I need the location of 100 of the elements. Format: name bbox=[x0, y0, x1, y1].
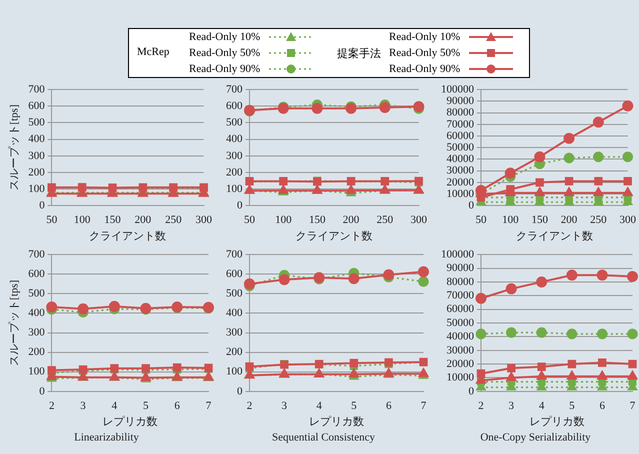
x-tick-label: 150 bbox=[531, 214, 548, 226]
x-tick-label: 6 bbox=[386, 400, 392, 412]
x-tick-label: 5 bbox=[351, 400, 358, 412]
x-tick-label: 2 bbox=[48, 400, 54, 412]
x-axis-title: レプリカ数 bbox=[529, 415, 584, 428]
y-tick-label: 200 bbox=[28, 166, 46, 178]
x-axis-title: クライアント数 bbox=[516, 230, 593, 242]
y-tick-label: 300 bbox=[28, 150, 46, 162]
y-tick-label: 80000 bbox=[446, 106, 474, 119]
y-tick-label: 30000 bbox=[446, 344, 474, 356]
x-tick-label: 200 bbox=[342, 214, 360, 226]
y-tick-label: 90000 bbox=[446, 262, 474, 274]
x-tick-label: 5 bbox=[143, 400, 150, 412]
y-tick-label: 90000 bbox=[446, 95, 474, 108]
y-tick-label: 500 bbox=[28, 116, 46, 129]
x-tick-label: 150 bbox=[308, 214, 326, 226]
y-tick-label: 300 bbox=[28, 326, 46, 339]
y-tick-label: 0 bbox=[468, 385, 474, 398]
x-tick-label: 5 bbox=[569, 400, 576, 412]
y-tick-label: 10000 bbox=[446, 372, 474, 384]
x-tick-label: 3 bbox=[508, 400, 515, 412]
legend-label: Read-Only 10% bbox=[389, 31, 460, 43]
y-tick-label: 400 bbox=[28, 307, 46, 320]
legend-label: Read-Only 50% bbox=[389, 47, 460, 59]
y-tick-label: 600 bbox=[226, 268, 243, 280]
y-tick-label: 200 bbox=[226, 166, 243, 178]
x-tick-label: 100 bbox=[74, 214, 91, 226]
y-tick-label: 40000 bbox=[446, 330, 474, 343]
y-tick-label: 500 bbox=[226, 116, 243, 129]
y-tick-label: 40000 bbox=[446, 153, 474, 166]
x-tick-label: 250 bbox=[590, 214, 608, 226]
text: Sequential Consistency bbox=[272, 431, 376, 444]
y-tick-label: 400 bbox=[226, 133, 243, 146]
x-tick-label: 4 bbox=[538, 400, 545, 412]
x-tick-label: 4 bbox=[316, 400, 322, 412]
x-tick-label: 4 bbox=[112, 400, 118, 412]
y-tick-label: 400 bbox=[226, 307, 243, 320]
y-tick-label: 50000 bbox=[446, 141, 474, 154]
y-tick-label: 100 bbox=[226, 366, 243, 378]
y-tick-label: 200 bbox=[226, 346, 243, 358]
y-tick-label: 300 bbox=[226, 150, 243, 162]
x-axis-title: レプリカ数 bbox=[102, 415, 158, 428]
legend-label: Read-Only 50% bbox=[189, 47, 260, 59]
x-tick-label: 300 bbox=[196, 214, 212, 226]
x-axis-title: クライアント数 bbox=[296, 230, 373, 242]
y-tick-label: 100000 bbox=[441, 248, 474, 260]
x-tick-label: 250 bbox=[376, 214, 394, 226]
y-tick-label: 500 bbox=[28, 288, 46, 300]
x-tick-label: 6 bbox=[599, 400, 606, 412]
y-tick-label: 70000 bbox=[446, 290, 474, 302]
x-tick-label: 50 bbox=[46, 214, 58, 226]
y-tick-label: 700 bbox=[28, 83, 46, 96]
text: Linearizability bbox=[74, 431, 140, 444]
x-tick-label: 7 bbox=[420, 400, 427, 412]
x-tick-label: 3 bbox=[80, 400, 86, 412]
y-tick-label: 60000 bbox=[446, 303, 474, 316]
y-tick-label: 0 bbox=[468, 199, 474, 212]
x-tick-label: 250 bbox=[165, 214, 182, 226]
legend-label: Read-Only 10% bbox=[189, 31, 260, 43]
x-tick-label: 6 bbox=[174, 400, 180, 412]
y-tick-label: 700 bbox=[28, 248, 46, 260]
y-tick-label: 600 bbox=[226, 100, 243, 112]
y-tick-label: 100 bbox=[28, 366, 46, 378]
x-tick-label: 7 bbox=[630, 400, 636, 412]
x-tick-label: 100 bbox=[275, 214, 292, 226]
x-tick-label: 3 bbox=[282, 400, 288, 412]
y-tick-label: 600 bbox=[28, 100, 46, 112]
x-tick-label: 150 bbox=[104, 214, 122, 226]
y-tick-label: 0 bbox=[237, 199, 243, 212]
y-tick-label: 200 bbox=[28, 346, 46, 358]
y-tick-label: 700 bbox=[226, 83, 243, 96]
y-tick-label: 100 bbox=[226, 182, 243, 195]
y-tick-label: 600 bbox=[28, 268, 46, 280]
x-tick-label: 50 bbox=[476, 214, 487, 226]
y-tick-label: 700 bbox=[226, 248, 243, 260]
legend-label: Read-Only 90% bbox=[389, 63, 460, 75]
y-tick-label: 60000 bbox=[446, 130, 474, 142]
x-tick-label: 2 bbox=[478, 400, 484, 412]
y-tick-label: 30000 bbox=[446, 164, 474, 177]
x-tick-label: 200 bbox=[560, 214, 578, 226]
text: McRep bbox=[137, 46, 170, 58]
y-tick-label: 70000 bbox=[446, 118, 474, 130]
x-tick-label: 7 bbox=[206, 400, 212, 412]
y-tick-label: 100 bbox=[28, 182, 46, 195]
text: 提案手法 bbox=[337, 46, 381, 61]
x-axis-title: クライアント数 bbox=[89, 230, 166, 242]
y-tick-label: 100000 bbox=[441, 83, 474, 96]
x-tick-label: 50 bbox=[244, 214, 256, 226]
y-tick-label: 80000 bbox=[446, 276, 474, 288]
y-tick-label: 50000 bbox=[446, 316, 474, 329]
x-tick-label: 200 bbox=[134, 214, 152, 226]
y-axis-title: スループット[tps] bbox=[7, 280, 20, 366]
x-axis-title: レプリカ数 bbox=[309, 415, 364, 428]
y-tick-label: 20000 bbox=[446, 358, 474, 370]
y-tick-label: 0 bbox=[39, 385, 46, 398]
x-tick-label: 300 bbox=[410, 214, 428, 226]
y-tick-label: 500 bbox=[226, 288, 243, 300]
legend-label: Read-Only 90% bbox=[189, 63, 260, 75]
y-tick-label: 400 bbox=[28, 133, 46, 146]
y-tick-label: 10000 bbox=[446, 188, 474, 200]
